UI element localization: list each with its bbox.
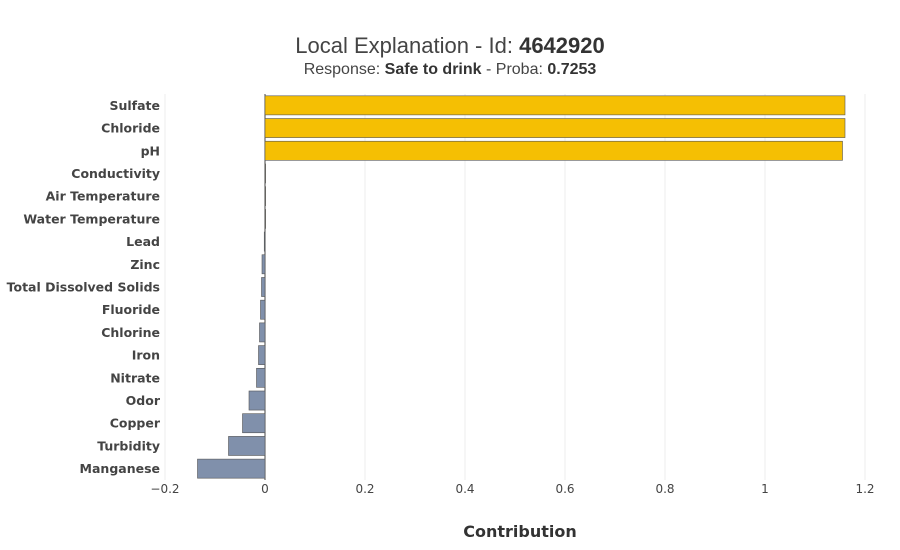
x-tick-label: 0.8 xyxy=(655,482,674,496)
title-id: 4642920 xyxy=(519,33,605,58)
bar-zinc xyxy=(261,254,266,275)
y-tick-label-water-temperature: Water Temperature xyxy=(23,211,160,226)
y-tick-label-sulfate: Sulfate xyxy=(109,98,160,113)
bar-air-temperature xyxy=(264,186,266,207)
x-tick-label: 1 xyxy=(761,482,769,496)
chart-title: Local Explanation - Id: 4642920 xyxy=(0,33,900,59)
bar-manganese xyxy=(197,458,266,479)
y-tick-label-air-temperature: Air Temperature xyxy=(46,189,160,204)
y-tick-label-nitrate: Nitrate xyxy=(110,370,160,385)
y-tick-label-fluoride: Fluoride xyxy=(102,302,160,317)
y-tick-label-iron: Iron xyxy=(132,348,160,363)
y-tick-label-zinc: Zinc xyxy=(130,257,160,272)
y-tick-label-chloride: Chloride xyxy=(101,121,160,136)
bar-chloride xyxy=(264,118,846,138)
response-label: Response: xyxy=(303,61,385,78)
x-tick-label: 0.6 xyxy=(555,482,574,496)
chart-subtitle: Response: Safe to drink - Proba: 0.7253 xyxy=(0,61,900,79)
bar-nitrate xyxy=(256,367,266,388)
bar-lead xyxy=(263,231,266,252)
bar-turbidity xyxy=(228,436,266,456)
bar-conductivity xyxy=(264,163,266,184)
bar-fluoride xyxy=(260,299,266,320)
bar-total-dissolved-solids xyxy=(261,277,266,297)
bar-copper xyxy=(242,413,266,434)
y-tick-label-manganese: Manganese xyxy=(80,461,160,476)
response-value: Safe to drink xyxy=(384,61,482,78)
x-tick-label: 1.2 xyxy=(855,482,874,496)
y-tick-label-copper: Copper xyxy=(110,416,161,431)
proba-label: - Proba: xyxy=(481,61,548,78)
bar-ph xyxy=(264,140,843,161)
bar-chlorine xyxy=(259,322,266,343)
bar-odor xyxy=(248,390,266,411)
x-tick-labels: −0.2 0 0.2 0.4 0.6 0.8 1 1.2 xyxy=(150,482,874,496)
bar-sulfate xyxy=(264,95,846,116)
x-axis-title: Contribution xyxy=(463,522,577,541)
y-tick-label-turbidity: Turbidity xyxy=(97,438,160,453)
x-tick-label: −0.2 xyxy=(150,482,179,496)
y-tick-label-chlorine: Chlorine xyxy=(101,325,160,340)
x-tick-label: 0.2 xyxy=(355,482,374,496)
y-tick-label-ph: pH xyxy=(141,143,160,158)
y-tick-label-odor: Odor xyxy=(126,393,161,408)
x-tick-label: 0.4 xyxy=(455,482,474,496)
proba-value: 0.7253 xyxy=(547,61,597,78)
y-tick-label-lead: Lead xyxy=(126,234,160,249)
y-tick-labels: Sulfate Chloride pH Conductivity Air Tempera… xyxy=(7,98,161,476)
title-prefix: Local Explanation - Id: xyxy=(295,33,520,58)
bar-water-temperature xyxy=(264,209,266,229)
bars xyxy=(197,95,846,479)
y-tick-label-conductivity: Conductivity xyxy=(71,166,160,181)
x-tick-label: 0 xyxy=(261,482,269,496)
y-tick-label-total-dissolved-solids: Total Dissolved Solids xyxy=(7,280,160,295)
bar-iron xyxy=(258,345,266,365)
